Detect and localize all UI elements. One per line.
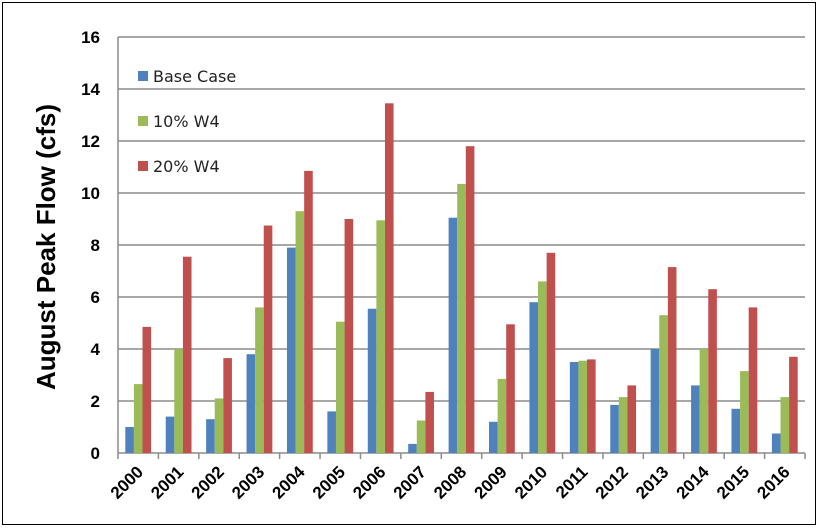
bar <box>489 421 498 453</box>
bar <box>457 183 466 453</box>
bar <box>165 416 175 453</box>
bar <box>295 211 305 453</box>
x-tick-label: 2012 <box>592 462 632 502</box>
x-tick-label: 2014 <box>673 462 714 503</box>
bar <box>133 384 143 453</box>
bar <box>376 220 385 453</box>
bar <box>465 146 475 453</box>
y-tick-label: 0 <box>91 444 100 463</box>
y-tick-label: 14 <box>81 80 100 99</box>
bar <box>335 321 345 453</box>
x-tick-label: 2011 <box>552 462 592 502</box>
y-axis-title: August Peak Flow (cfs) <box>31 104 61 390</box>
bar <box>174 349 183 453</box>
bar <box>740 371 749 453</box>
bar <box>182 256 192 453</box>
bar <box>708 289 717 453</box>
bar <box>384 103 394 454</box>
y-tick-label: 10 <box>81 184 100 203</box>
bar <box>659 315 668 453</box>
bar <box>408 443 417 453</box>
bar <box>214 398 224 453</box>
bar <box>610 404 619 453</box>
x-tick-label: 2002 <box>188 462 228 502</box>
y-tick-label: 6 <box>91 288 100 307</box>
bar <box>771 433 781 453</box>
bar <box>748 307 758 453</box>
bar <box>538 281 547 453</box>
x-tick-label: 2003 <box>228 462 268 502</box>
legend-swatch <box>138 116 148 126</box>
bar <box>731 408 741 453</box>
bar <box>529 302 539 453</box>
bar <box>618 397 628 453</box>
bar <box>223 358 232 453</box>
y-tick-label: 16 <box>81 28 100 47</box>
bar <box>327 411 336 453</box>
bar <box>448 217 458 453</box>
y-tick-label: 8 <box>91 236 100 255</box>
bar <box>497 378 507 453</box>
bar <box>780 397 790 453</box>
x-tick-label: 2000 <box>107 462 147 502</box>
bar <box>304 170 313 453</box>
x-tick-label: 2005 <box>309 462 349 502</box>
x-tick-label: 2007 <box>390 462 430 502</box>
x-tick-label: 2015 <box>713 462 753 502</box>
bar <box>578 360 588 453</box>
x-tick-label: 2010 <box>511 462 551 502</box>
bar <box>255 307 264 453</box>
bar <box>425 391 434 453</box>
bar <box>627 385 637 453</box>
bar <box>691 385 700 453</box>
bar <box>246 354 256 453</box>
bar <box>569 362 579 453</box>
x-tick-label: 2016 <box>753 462 793 502</box>
bar <box>699 349 709 453</box>
bar <box>587 359 596 453</box>
bar <box>667 267 677 453</box>
bar <box>142 326 152 453</box>
legend-label: 20% W4 <box>153 157 220 176</box>
legend-swatch <box>138 71 148 81</box>
y-tick-label: 12 <box>81 132 100 151</box>
bar <box>206 419 215 453</box>
bar <box>367 308 377 453</box>
bar <box>263 225 273 453</box>
legend-label: Base Case <box>153 67 236 86</box>
bar <box>286 247 296 453</box>
bar <box>416 420 426 453</box>
x-tick-label: 2008 <box>430 462 470 502</box>
legend-swatch <box>138 161 148 171</box>
bar <box>789 356 798 453</box>
x-tick-label: 2006 <box>349 462 389 502</box>
bar <box>506 324 515 453</box>
x-tick-label: 2009 <box>471 462 511 502</box>
bar <box>546 252 556 453</box>
y-tick-label: 4 <box>91 340 101 359</box>
x-tick-label: 2013 <box>632 462 672 502</box>
bar <box>125 427 134 453</box>
bar <box>344 219 354 453</box>
x-tick-label: 2001 <box>147 462 187 502</box>
bar <box>650 349 660 453</box>
x-tick-label: 2004 <box>268 462 309 503</box>
y-tick-label: 2 <box>91 392 100 411</box>
legend-label: 10% W4 <box>153 112 220 131</box>
